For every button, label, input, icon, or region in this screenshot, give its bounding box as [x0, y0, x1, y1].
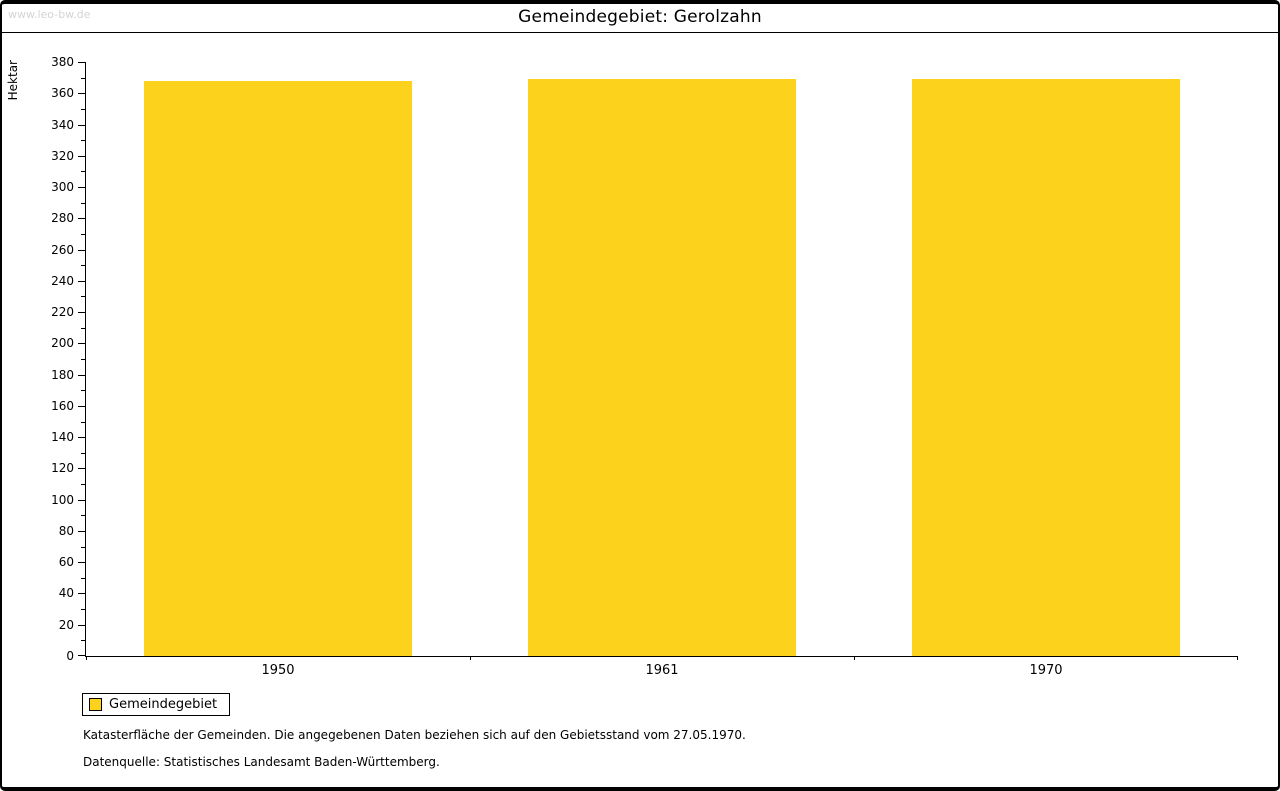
y-tick-label: 120 — [51, 461, 74, 475]
y-major-tick — [78, 437, 85, 438]
bar-1961 — [528, 79, 796, 656]
x-boundary-tick — [854, 656, 855, 660]
y-minor-tick — [81, 609, 85, 610]
y-minor-tick — [81, 547, 85, 548]
chart-title: Gemeindegebiet: Gerolzahn — [518, 7, 762, 27]
y-minor-tick — [81, 640, 85, 641]
y-minor-tick — [81, 328, 85, 329]
y-major-tick — [78, 250, 85, 251]
y-major-tick — [78, 125, 85, 126]
y-major-tick — [78, 375, 85, 376]
y-major-tick — [78, 468, 85, 469]
footnote-source-note: Katasterfläche der Gemeinden. Die angege… — [83, 728, 746, 742]
chart-header: www.leo-bw.de Gemeindegebiet: Gerolzahn — [2, 4, 1278, 33]
y-minor-tick — [81, 109, 85, 110]
y-minor-tick — [81, 422, 85, 423]
y-tick-label: 340 — [51, 118, 74, 132]
y-tick-label: 360 — [51, 86, 74, 100]
y-tick-label: 300 — [51, 180, 74, 194]
y-major-tick — [78, 93, 85, 94]
y-minor-tick — [81, 578, 85, 579]
y-major-tick — [78, 562, 85, 563]
y-tick-label: 160 — [51, 399, 74, 413]
y-minor-tick — [81, 234, 85, 235]
y-major-tick — [78, 156, 85, 157]
y-tick-label: 220 — [51, 305, 74, 319]
y-minor-tick — [81, 171, 85, 172]
plot-area: 0 20 40 60 80 100 120 140 160 180 200 220 240 260 280 3… — [51, 55, 1238, 678]
x-category-label: 1950 — [261, 663, 295, 678]
y-axis-title: Hektar — [6, 60, 20, 101]
y-tick-label: 100 — [51, 493, 74, 507]
y-tick-label: 60 — [58, 555, 74, 569]
bar-1950 — [144, 81, 412, 656]
x-category-label: 1970 — [1029, 663, 1063, 678]
y-tick-label: 240 — [51, 274, 74, 288]
x-boundary-tick — [86, 656, 87, 660]
y-major-tick — [78, 343, 85, 344]
y-minor-tick — [81, 515, 85, 516]
y-major-tick — [78, 593, 85, 594]
y-tick-label: 180 — [51, 368, 74, 382]
y-minor-tick — [81, 265, 85, 266]
y-minor-tick — [81, 203, 85, 204]
x-boundary-tick — [1237, 656, 1238, 660]
y-tick-label: 0 — [66, 649, 74, 663]
y-major-tick — [78, 281, 85, 282]
y-major-tick — [78, 500, 85, 501]
y-minor-tick — [81, 140, 85, 141]
legend-label: Gemeindegebiet — [109, 697, 218, 712]
footnote-data-source: Datenquelle: Statistisches Landesamt Bad… — [83, 755, 440, 769]
y-major-tick — [78, 187, 85, 188]
y-minor-tick — [81, 359, 85, 360]
y-major-tick — [78, 62, 85, 63]
y-tick-label: 380 — [51, 55, 74, 69]
y-major-tick — [78, 655, 85, 656]
y-tick-label: 140 — [51, 430, 74, 444]
y-minor-tick — [81, 453, 85, 454]
y-tick-label: 280 — [51, 211, 74, 225]
y-tick-label: 80 — [58, 524, 74, 538]
y-minor-tick — [81, 296, 85, 297]
legend-swatch — [89, 698, 102, 711]
y-tick-label: 320 — [51, 149, 74, 163]
x-boundary-tick — [470, 656, 471, 660]
y-minor-tick — [81, 390, 85, 391]
x-category-label: 1961 — [645, 663, 679, 678]
y-tick-label: 260 — [51, 243, 74, 257]
y-tick-label: 200 — [51, 336, 74, 350]
y-major-tick — [78, 312, 85, 313]
bar-1970 — [912, 79, 1180, 656]
y-major-tick — [78, 406, 85, 407]
y-major-tick — [78, 218, 85, 219]
y-tick-label: 40 — [58, 586, 74, 600]
y-minor-tick — [81, 78, 85, 79]
y-major-tick — [78, 625, 85, 626]
y-minor-tick — [81, 484, 85, 485]
y-major-tick — [78, 531, 85, 532]
watermark: www.leo-bw.de — [8, 8, 91, 21]
legend-box: Gemeindegebiet — [82, 693, 231, 716]
y-tick-label: 20 — [58, 618, 74, 632]
